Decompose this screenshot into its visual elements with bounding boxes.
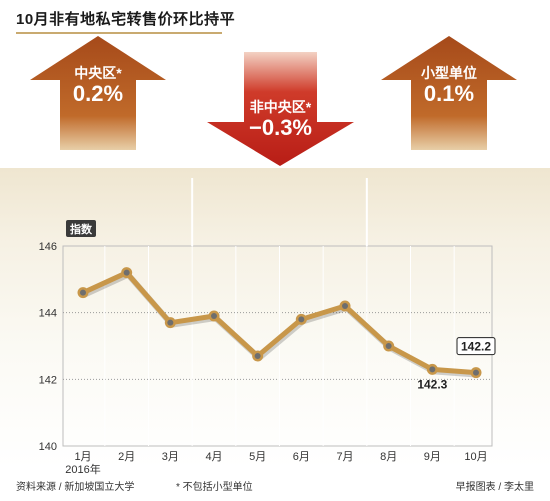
x-tick-label: 1月	[74, 451, 91, 463]
arrow-noncentral-region: 非中央区* −0.3%	[207, 52, 354, 166]
x-tick-label: 3月	[162, 451, 179, 463]
data-point	[342, 303, 348, 309]
arrow-central-region: 中央区* 0.2%	[30, 36, 166, 150]
x-tick-label: 7月	[336, 451, 353, 463]
credit-note: 早报图表 / 李太里	[455, 482, 534, 493]
x-tick-label: 6月	[293, 451, 310, 463]
data-point	[298, 316, 305, 323]
arrow-label: 中央区*	[74, 65, 122, 81]
x-tick-label: 10月	[464, 451, 487, 463]
arrow-value: −0.3%	[249, 115, 312, 140]
title-underline	[16, 32, 222, 34]
arrow-up-icon	[381, 36, 517, 150]
x-tick-label: 4月	[205, 451, 222, 463]
series-line	[80, 270, 479, 376]
data-point	[211, 313, 217, 319]
chart-background	[0, 168, 550, 468]
data-point	[473, 369, 479, 376]
ylabel-badge	[66, 220, 96, 237]
data-point	[385, 343, 392, 349]
footnote: * 不包括小型单位	[176, 482, 253, 493]
x-tick-label: 9月	[424, 451, 441, 463]
x-tick-label: 5月	[249, 451, 266, 463]
data-label-box	[456, 337, 496, 356]
data-label: 142.3	[417, 377, 447, 391]
arrow-up-icon	[30, 36, 166, 150]
y-tick-label: 146	[39, 241, 57, 253]
arrow-value: 0.2%	[72, 81, 124, 106]
arrow-label: 小型单位	[421, 65, 477, 81]
data-point	[429, 366, 436, 373]
data-point	[123, 269, 130, 276]
data-label: 142.2	[461, 340, 491, 354]
data-point	[254, 353, 261, 359]
chart-title: 10月非有地私宅转售价环比持平	[16, 11, 236, 28]
chart-title-block: 10月非有地私宅转售价环比持平	[16, 8, 235, 29]
y-tick-label: 144	[39, 308, 57, 320]
y-tick-label: 140	[39, 441, 57, 453]
arrow-small-units: 小型单位 0.1%	[381, 36, 517, 150]
arrow-label: 非中央区*	[249, 99, 312, 115]
arrow-value: 0.1%	[423, 81, 475, 106]
data-point	[167, 319, 174, 326]
arrow-down-icon	[207, 52, 354, 166]
x-year-label: 2016年	[65, 462, 100, 476]
data-point	[80, 289, 86, 296]
y-tick-label: 142	[39, 374, 57, 386]
x-tick-label: 8月	[380, 451, 397, 463]
y-axis-title: 指数	[70, 222, 93, 236]
source-note: 资料来源 / 新加坡国立大学	[16, 482, 135, 493]
x-tick-label: 2月	[118, 451, 135, 463]
